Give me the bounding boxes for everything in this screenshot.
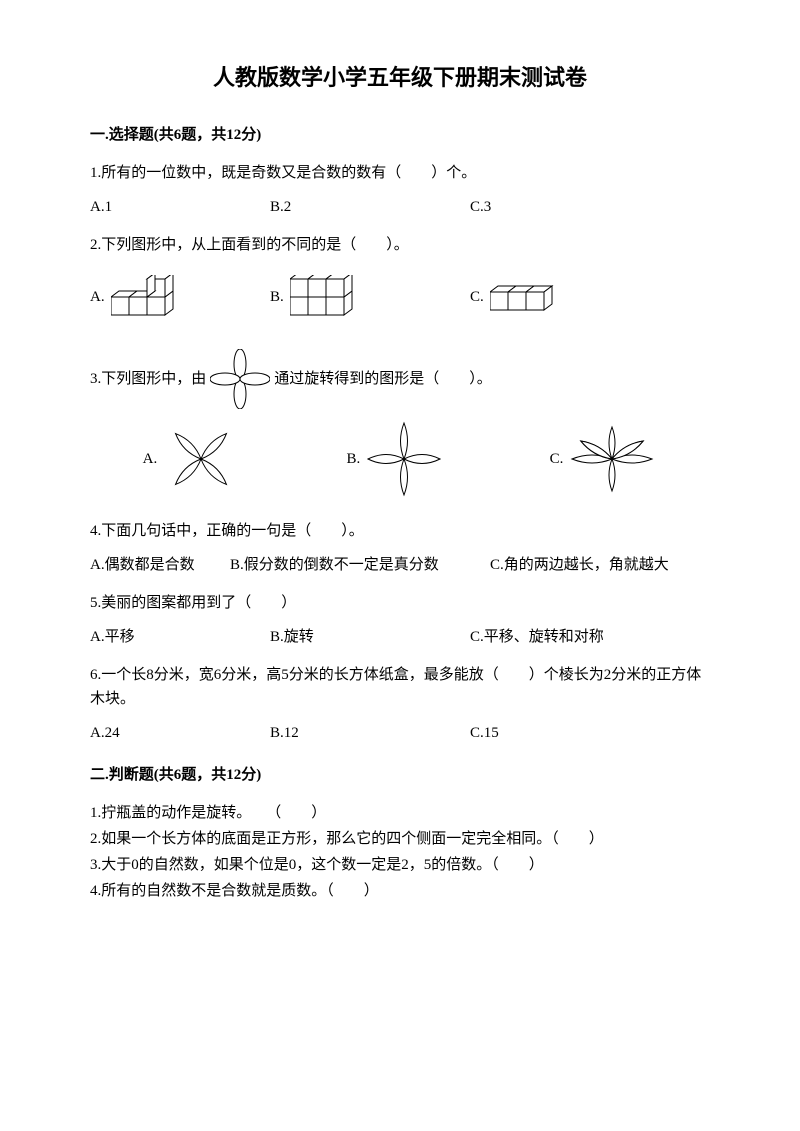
judge-1: 1.拧瓶盖的动作是旋转。 （ ） <box>90 801 710 825</box>
q2-options: A. B. <box>90 275 710 319</box>
q3-stem: 3.下列图形中，由 通过旋转得到的图形是（ ）。 <box>90 349 710 409</box>
q4-text: 4.下面几句话中，正确的一句是（ ）。 <box>90 519 710 543</box>
q1-opt-a: A.1 <box>90 195 270 219</box>
q5-opt-b: B.旋转 <box>270 625 470 649</box>
q3-a-label: A. <box>143 447 158 471</box>
q3-b-label: B. <box>347 447 361 471</box>
q2-fig-a <box>111 275 191 319</box>
q6-opt-c: C.15 <box>470 721 710 745</box>
judge-2: 2.如果一个长方体的底面是正方形，那么它的四个侧面一定完全相同。（ ） <box>90 827 710 851</box>
q3-opt-b: B. <box>347 419 445 499</box>
q4-opt-c: C.角的两边越长，角就越大 <box>490 553 710 577</box>
q6-opt-b: B.12 <box>270 721 470 745</box>
q6-opt-a: A.24 <box>90 721 270 745</box>
page-title: 人教版数学小学五年级下册期末测试卷 <box>90 60 710 95</box>
q1-options: A.1 B.2 C.3 <box>90 195 710 219</box>
section2-header: 二.判断题(共6题，共12分) <box>90 763 710 787</box>
q3-post: 通过旋转得到的图形是（ ）。 <box>274 367 492 391</box>
q1-text: 1.所有的一位数中，既是奇数又是合数的数有（ ）个。 <box>90 161 710 185</box>
question-1: 1.所有的一位数中，既是奇数又是合数的数有（ ）个。 A.1 B.2 C.3 <box>90 161 710 219</box>
q2-b-label: B. <box>270 285 284 309</box>
q1-opt-c: C.3 <box>470 195 710 219</box>
q3-c-label: C. <box>550 447 564 471</box>
q3-fig-a <box>161 419 241 499</box>
q3-opt-a: A. <box>143 419 242 499</box>
q2-opt-a: A. <box>90 275 270 319</box>
q6-options: A.24 B.12 C.15 <box>90 721 710 745</box>
q3-pre: 3.下列图形中，由 <box>90 367 206 391</box>
question-2: 2.下列图形中，从上面看到的不同的是（ ）。 A. <box>90 233 710 319</box>
q4-opt-a: A.偶数都是合数 <box>90 553 230 577</box>
q6-text: 6.一个长8分米，宽6分米，高5分米的长方体纸盒，最多能放（ ）个棱长为2分米的… <box>90 663 710 711</box>
q4-opt-b: B.假分数的倒数不一定是真分数 <box>230 553 490 577</box>
q2-a-label: A. <box>90 285 105 309</box>
q5-text: 5.美丽的图案都用到了（ ） <box>90 591 710 615</box>
q5-options: A.平移 B.旋转 C.平移、旋转和对称 <box>90 625 710 649</box>
question-5: 5.美丽的图案都用到了（ ） A.平移 B.旋转 C.平移、旋转和对称 <box>90 591 710 649</box>
q2-text: 2.下列图形中，从上面看到的不同的是（ ）。 <box>90 233 710 257</box>
q3-fig-b <box>364 419 444 499</box>
q2-opt-b: B. <box>270 275 470 319</box>
question-3: 3.下列图形中，由 通过旋转得到的图形是（ ）。 A. <box>90 349 710 499</box>
judge-3: 3.大于0的自然数，如果个位是0，这个数一定是2，5的倍数。（ ） <box>90 853 710 877</box>
q2-fig-c <box>490 280 580 314</box>
q3-options: A. B. C. <box>90 419 710 499</box>
q2-fig-b <box>290 275 380 319</box>
q2-c-label: C. <box>470 285 484 309</box>
q3-opt-c: C. <box>550 423 658 495</box>
question-4: 4.下面几句话中，正确的一句是（ ）。 A.偶数都是合数 B.假分数的倒数不一定… <box>90 519 710 577</box>
judge-4: 4.所有的自然数不是合数就是质数。（ ） <box>90 879 710 903</box>
q1-opt-b: B.2 <box>270 195 470 219</box>
q3-fig-c <box>567 423 657 495</box>
q3-stem-fig <box>210 349 270 409</box>
q4-options: A.偶数都是合数 B.假分数的倒数不一定是真分数 C.角的两边越长，角就越大 <box>90 553 710 577</box>
section1-header: 一.选择题(共6题，共12分) <box>90 123 710 147</box>
q2-opt-c: C. <box>470 280 710 314</box>
q5-opt-c: C.平移、旋转和对称 <box>470 625 710 649</box>
question-6: 6.一个长8分米，宽6分米，高5分米的长方体纸盒，最多能放（ ）个棱长为2分米的… <box>90 663 710 745</box>
q5-opt-a: A.平移 <box>90 625 270 649</box>
